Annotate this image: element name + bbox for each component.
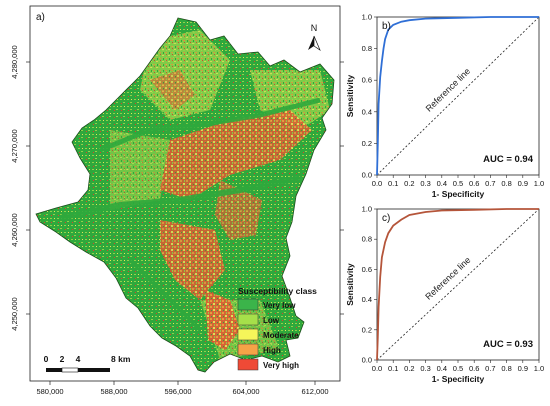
y-tick-label: 0.0 xyxy=(362,171,372,180)
x-tick-label: 0.6 xyxy=(469,179,479,188)
map-y-tick-label: 4,250,000 xyxy=(10,297,19,330)
x-axis-label: 1- Specificity xyxy=(432,189,485,199)
map-x-tick-label: 580,000 xyxy=(36,387,63,396)
x-tick-label: 0.2 xyxy=(404,364,414,373)
north-label: N xyxy=(311,23,318,33)
x-tick-label: 0.6 xyxy=(469,364,479,373)
auc-annotation: AUC = 0.94 xyxy=(483,154,534,165)
legend-swatch xyxy=(237,313,259,326)
y-tick-label: 0.0 xyxy=(362,356,372,365)
y-tick-label: 0.2 xyxy=(362,325,372,334)
x-tick-label: 0.5 xyxy=(453,364,463,373)
north-arrow-icon: N xyxy=(308,23,321,51)
legend-item: High xyxy=(237,343,281,356)
map-x-tick-label: 588,000 xyxy=(100,387,127,396)
scale-bar: 0 2 4 8 km xyxy=(44,354,131,373)
map-x-tick-label: 604,000 xyxy=(232,387,259,396)
legend-item: Very high xyxy=(237,358,299,371)
x-tick-label: 0.5 xyxy=(453,179,463,188)
roc-chart-c: 0.0 0.1 0.2 0.3 0.4 0.5 0.6 0.7 0.8 0.9 1.0 0.0 0.2 0… xyxy=(345,205,544,385)
legend-title: Susceptibility class xyxy=(238,286,317,296)
x-tick-label: 0.4 xyxy=(437,364,447,373)
scale-bar-label: 0 xyxy=(44,354,49,364)
map-y-tick-label: 4,280,000 xyxy=(10,45,19,78)
y-axis-label: Sensitivity xyxy=(345,263,355,306)
x-tick-label: 0.7 xyxy=(485,179,495,188)
map-panel-label: a) xyxy=(36,12,45,23)
reference-line xyxy=(376,208,540,361)
x-tick-label: 0.0 xyxy=(372,179,382,188)
x-tick-label: 0.1 xyxy=(388,179,398,188)
roc-chart-b: 0.0 0.1 0.2 0.3 0.4 0.5 0.6 0.7 0.8 0.9 1.0 0.0 0.2 0… xyxy=(345,13,544,200)
scale-bar-label: 4 xyxy=(76,354,81,364)
map-y-ticks: 4,280,000 4,270,000 4,260,000 4,250,000 xyxy=(10,45,344,331)
map-x-ticks: 580,000 588,000 596,000 604,000 612,000 xyxy=(36,381,329,396)
scale-bar-label: 8 km xyxy=(111,354,131,364)
x-axis-label: 1- Specificity xyxy=(432,374,485,384)
y-tick-label: 0.8 xyxy=(362,44,372,53)
y-tick-label: 0.2 xyxy=(362,139,372,148)
x-tick-label: 0.8 xyxy=(501,364,511,373)
map-y-tick-label: 4,270,000 xyxy=(10,129,19,162)
legend-swatch xyxy=(237,328,259,341)
legend-item: Moderate xyxy=(237,328,299,341)
map-x-tick-label: 612,000 xyxy=(301,387,328,396)
legend-swatch xyxy=(237,343,259,356)
legend-item: Low xyxy=(237,313,280,326)
x-tick-label: 0.9 xyxy=(518,179,528,188)
x-tick-label: 0.0 xyxy=(372,364,382,373)
x-tick-label: 0.8 xyxy=(501,179,511,188)
map-legend: Susceptibility class Very low Low Modera… xyxy=(237,286,317,371)
panel-label: c) xyxy=(382,213,390,224)
x-tick-label: 0.1 xyxy=(388,364,398,373)
map-y-tick-label: 4,260,000 xyxy=(10,213,19,246)
legend-swatch xyxy=(237,298,259,311)
y-tick-label: 1.0 xyxy=(362,205,372,214)
legend-label: Low xyxy=(263,316,280,325)
x-tick-label: 0.2 xyxy=(404,179,414,188)
scale-bar-label: 2 xyxy=(60,354,65,364)
y-tick-label: 0.6 xyxy=(362,76,372,85)
map-x-tick-label: 596,000 xyxy=(164,387,191,396)
roc-curve xyxy=(376,208,539,361)
map-panel: a) N 580,000 588,000 596,000 604,000 612… xyxy=(10,5,344,396)
x-tick-label: 0.3 xyxy=(420,364,430,373)
legend-label: Very high xyxy=(263,361,299,370)
y-tick-label: 0.4 xyxy=(362,107,372,116)
x-tick-label: 1.0 xyxy=(534,364,544,373)
y-tick-label: 0.6 xyxy=(362,265,372,274)
x-tick-label: 0.4 xyxy=(437,179,447,188)
legend-item: Very low xyxy=(237,298,296,311)
x-tick-label: 1.0 xyxy=(534,179,544,188)
legend-label: High xyxy=(263,346,281,355)
y-axis-label: Sensitivity xyxy=(345,74,355,117)
y-tick-label: 0.4 xyxy=(362,295,372,304)
auc-annotation: AUC = 0.93 xyxy=(483,339,533,350)
x-tick-label: 0.3 xyxy=(420,179,430,188)
y-tick-label: 1.0 xyxy=(362,13,372,22)
legend-swatch xyxy=(237,358,259,371)
roc-curve xyxy=(376,16,539,176)
panel-label: b) xyxy=(382,21,391,32)
x-tick-label: 0.7 xyxy=(485,364,495,373)
legend-label: Moderate xyxy=(263,331,299,340)
reference-line xyxy=(376,16,540,176)
x-tick-label: 0.9 xyxy=(518,364,528,373)
legend-label: Very low xyxy=(263,301,296,310)
y-tick-label: 0.8 xyxy=(362,235,372,244)
